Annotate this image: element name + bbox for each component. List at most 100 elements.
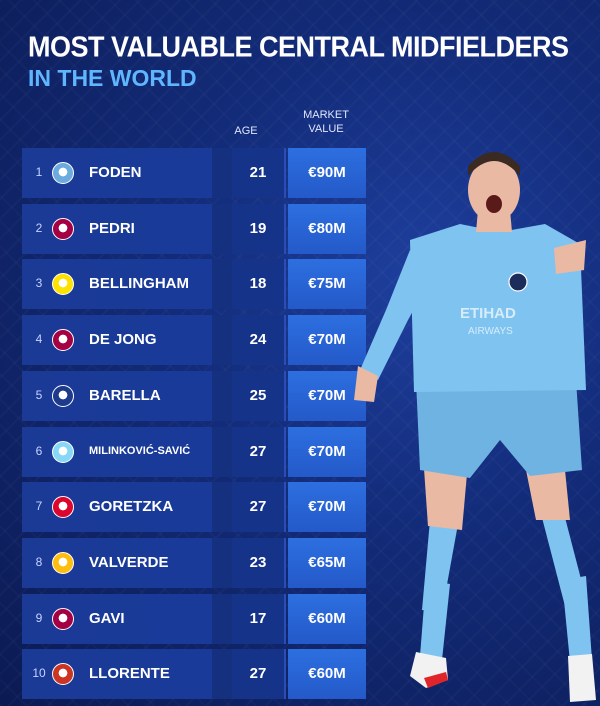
market-value-cell: €70M — [288, 370, 366, 421]
cell-divider — [284, 370, 286, 421]
table-row: 1 FODEN 21 €90M — [22, 148, 366, 198]
table-row: 8 VALVERDE 23 €65M — [22, 537, 366, 588]
player-cell: 4 DE JONG — [22, 315, 212, 366]
market-value: €60M — [308, 665, 346, 683]
age-cell: 21 — [232, 148, 284, 198]
market-value: €75M — [308, 275, 346, 293]
age-cell: 27 — [232, 426, 284, 477]
club-crest-icon — [52, 162, 74, 184]
crest-icon — [508, 272, 528, 292]
player-head — [468, 158, 520, 222]
cell-divider — [212, 370, 232, 421]
club-crest-icon — [52, 273, 74, 296]
age-value: 25 — [249, 386, 267, 404]
table-row: 3 BELLINGHAM 18 €75M — [22, 259, 366, 310]
club-crest-icon — [52, 551, 74, 574]
page-subtitle: IN THE WORLD — [28, 65, 197, 91]
age-cell: 18 — [232, 259, 284, 310]
rank-number: 2 — [35, 220, 43, 235]
cell-divider — [212, 593, 232, 644]
player-cell: 7 GORETZKA — [22, 482, 212, 533]
column-header-market-line2: VALUE — [308, 123, 344, 135]
cell-divider — [212, 315, 232, 366]
market-value-cell: €60M — [288, 593, 366, 644]
age-value: 19 — [249, 219, 267, 237]
cell-divider — [284, 426, 286, 477]
player-cell: 8 VALVERDE — [22, 537, 212, 588]
column-header-age: AGE — [234, 125, 258, 137]
player-name: VALVERDE — [89, 553, 169, 571]
club-crest-icon — [52, 217, 74, 240]
rank-number: 5 — [35, 387, 43, 402]
shirt-sponsor-line2: AIRWAYS — [468, 326, 513, 337]
cell-divider — [212, 259, 232, 310]
cell-divider — [212, 203, 232, 254]
market-value-cell: €90M — [288, 148, 366, 198]
club-crest-icon — [52, 607, 74, 630]
player-name: BARELLA — [89, 386, 161, 404]
rank-number: 7 — [35, 499, 43, 514]
player-cell: 3 BELLINGHAM — [22, 259, 212, 310]
cell-divider — [212, 148, 232, 198]
cell-divider — [284, 203, 286, 254]
cell-divider — [284, 593, 286, 644]
age-value: 27 — [249, 442, 267, 460]
player-name: BELLINGHAM — [89, 275, 189, 293]
age-value: 17 — [249, 609, 267, 627]
table-row: 5 BARELLA 25 €70M — [22, 370, 366, 421]
page-title: MOST VALUABLE CENTRAL MIDFIELDERS — [28, 31, 569, 63]
cell-divider — [284, 482, 286, 533]
table-row: 9 GAVI 17 €60M — [22, 593, 366, 644]
rank-number: 6 — [35, 443, 43, 458]
table-row: 7 GORETZKA 27 €70M — [22, 482, 366, 533]
market-value: €60M — [308, 609, 346, 627]
player-right-boot — [568, 654, 596, 702]
rank-number: 4 — [35, 332, 43, 347]
player-name: MILINKOVIĆ-SAVIĆ — [89, 444, 191, 457]
table-row: 2 PEDRI 19 €80M — [22, 203, 366, 254]
player-cell: 6 MILINKOVIĆ-SAVIĆ — [22, 426, 212, 477]
player-shorts — [416, 380, 582, 478]
player-shirt — [410, 224, 586, 392]
title-block: MOST VALUABLE CENTRAL MIDFIELDERS IN THE… — [28, 31, 569, 92]
age-value: 23 — [249, 553, 267, 571]
market-value-cell: €70M — [288, 315, 366, 366]
age-cell: 27 — [232, 482, 284, 533]
player-name: GAVI — [89, 609, 125, 627]
table-row: 6 MILINKOVIĆ-SAVIĆ 27 €70M — [22, 426, 366, 477]
player-name: DE JONG — [89, 331, 157, 349]
player-cell: 9 GAVI — [22, 593, 212, 644]
shirt-sponsor-line1: ETIHAD — [460, 305, 516, 322]
club-crest-icon — [52, 440, 74, 463]
market-value-cell: €65M — [288, 537, 366, 588]
market-value-cell: €60M — [288, 649, 366, 700]
market-value: €70M — [308, 386, 346, 404]
player-cell: 2 PEDRI — [22, 203, 212, 254]
table-row: 4 DE JONG 24 €70M — [22, 315, 366, 366]
player-left-arm — [360, 250, 430, 380]
player-cell: 5 BARELLA — [22, 370, 212, 421]
market-value-cell: €80M — [288, 203, 366, 254]
player-cell: 10 LLORENTE — [22, 649, 212, 700]
age-value: 27 — [249, 498, 267, 516]
club-crest-icon — [52, 496, 74, 519]
age-value: 18 — [249, 275, 267, 293]
age-value: 24 — [249, 331, 267, 349]
age-cell: 19 — [232, 203, 284, 254]
cell-divider — [284, 259, 286, 310]
cell-divider — [284, 537, 286, 588]
player-name: LLORENTE — [89, 665, 170, 683]
cell-divider — [212, 426, 232, 477]
market-value: €70M — [308, 498, 346, 516]
rank-number: 1 — [35, 165, 43, 179]
market-value: €70M — [308, 442, 346, 460]
club-crest-icon — [52, 663, 74, 686]
market-value: €80M — [308, 219, 346, 237]
cell-divider — [284, 649, 286, 700]
market-value-cell: €75M — [288, 259, 366, 310]
rank-number: 3 — [35, 276, 43, 291]
player-figure: ETIHAD AIRWAYS — [354, 152, 596, 702]
rank-number: 8 — [35, 554, 43, 569]
player-name: PEDRI — [89, 219, 135, 237]
player-cell: 1 FODEN — [22, 148, 212, 198]
